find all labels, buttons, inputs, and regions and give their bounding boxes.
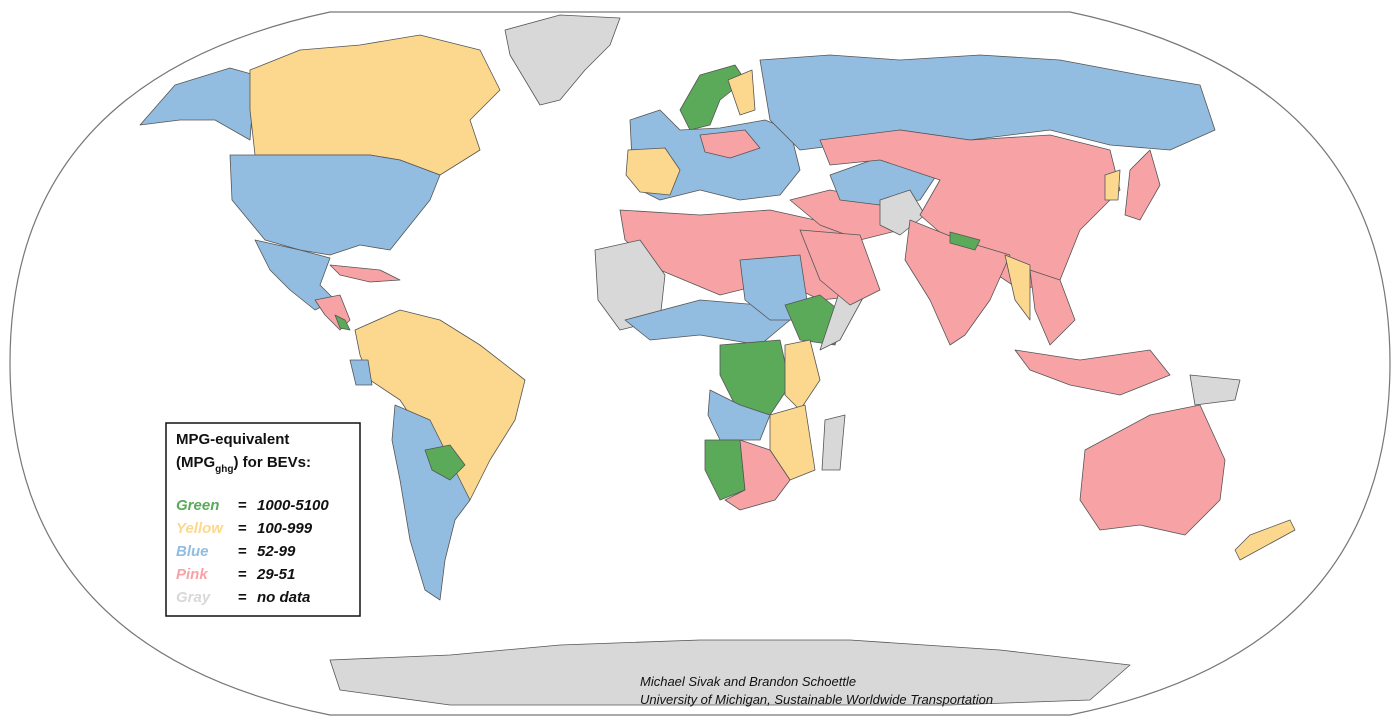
legend-name: Gray (176, 589, 211, 606)
country (769, 404, 816, 481)
legend-sign: = (238, 520, 247, 537)
legend-name: Yellow (176, 520, 224, 537)
legend-box (165, 422, 361, 617)
legend-subtitle-open: (MPG (176, 454, 215, 471)
legend-subtitle-sub: ghg (215, 464, 233, 475)
legend-name: Blue (176, 543, 209, 560)
legend-subtitle-close: ) for BEVs: (234, 454, 312, 471)
country (699, 129, 761, 159)
legend-range: 100-999 (257, 520, 313, 537)
country (704, 439, 746, 501)
country (624, 299, 791, 346)
country (707, 389, 771, 441)
country (334, 314, 351, 331)
legend-entries: Green = 1000-5100 Yellow = 100-999 Blue = 52-99 P… (176, 497, 329, 606)
countries (139, 14, 1296, 706)
country (249, 34, 501, 176)
country (1014, 349, 1171, 396)
country (727, 69, 756, 116)
country (329, 264, 401, 283)
credit-institution: University of Michigan, Sustainable Worl… (640, 692, 993, 707)
country (424, 444, 466, 481)
country (799, 229, 881, 306)
legend-range: 29-51 (256, 566, 295, 583)
country (625, 147, 681, 196)
country (1124, 149, 1161, 221)
country (1004, 254, 1031, 321)
country (724, 439, 791, 511)
country (229, 154, 441, 256)
legend-name: Green (176, 497, 219, 514)
country (949, 231, 981, 251)
country (821, 414, 846, 471)
legend-sign: = (238, 566, 247, 583)
legend-range: no data (257, 589, 310, 606)
country (1189, 374, 1241, 406)
legend-title: MPG-equivalent (176, 431, 289, 448)
country (1234, 519, 1296, 561)
legend-sign: = (238, 589, 247, 606)
legend-name: Pink (176, 566, 208, 583)
country (349, 359, 373, 386)
legend-range: 1000-5100 (257, 497, 329, 514)
country (504, 14, 621, 106)
country (1029, 269, 1076, 346)
legend-subtitle: (MPGghg) for BEVs: (176, 454, 311, 475)
country (1079, 404, 1226, 536)
legend-sign: = (238, 497, 247, 514)
country (1104, 169, 1121, 201)
country (329, 639, 1131, 706)
credit-authors: Michael Sivak and Brandon Schoettle (640, 674, 856, 689)
country (784, 339, 821, 411)
legend-range: 52-99 (257, 543, 296, 560)
legend-sign: = (238, 543, 247, 560)
